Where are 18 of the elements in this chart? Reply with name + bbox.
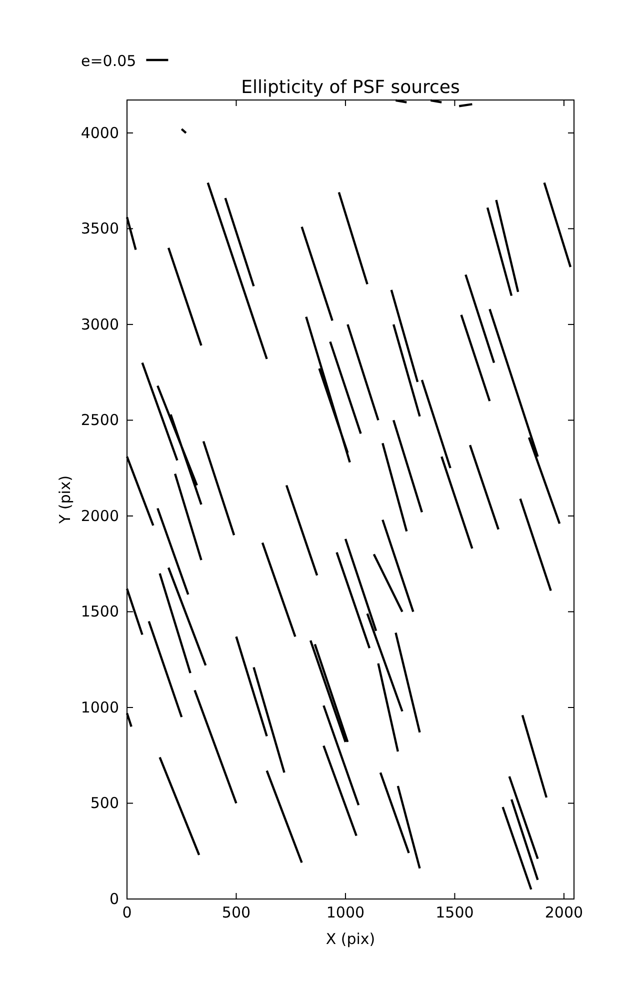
- y-tick-label: 1000: [80, 698, 119, 716]
- y-tick-label: 3000: [80, 315, 119, 334]
- legend-label: e=0.05: [81, 52, 136, 70]
- y-tick-label: 2000: [80, 506, 119, 525]
- x-tick-label: 2000: [544, 904, 584, 922]
- y-axis-title: Y (pix): [56, 475, 74, 525]
- y-tick-label: 500: [90, 794, 119, 812]
- x-axis-title: X (pix): [326, 930, 376, 948]
- x-tick-label: 500: [222, 904, 251, 922]
- y-tick-label: 2500: [80, 411, 119, 430]
- chart-title: Ellipticity of PSF sources: [241, 77, 460, 98]
- x-tick-label: 1000: [326, 904, 365, 922]
- x-tick-label: 1500: [436, 904, 474, 922]
- y-tick-label: 1500: [80, 602, 119, 621]
- y-tick-label: 3500: [80, 220, 119, 238]
- y-tick-label: 0: [109, 890, 119, 908]
- x-tick-label: 0: [122, 904, 132, 922]
- y-tick-label: 4000: [80, 124, 119, 142]
